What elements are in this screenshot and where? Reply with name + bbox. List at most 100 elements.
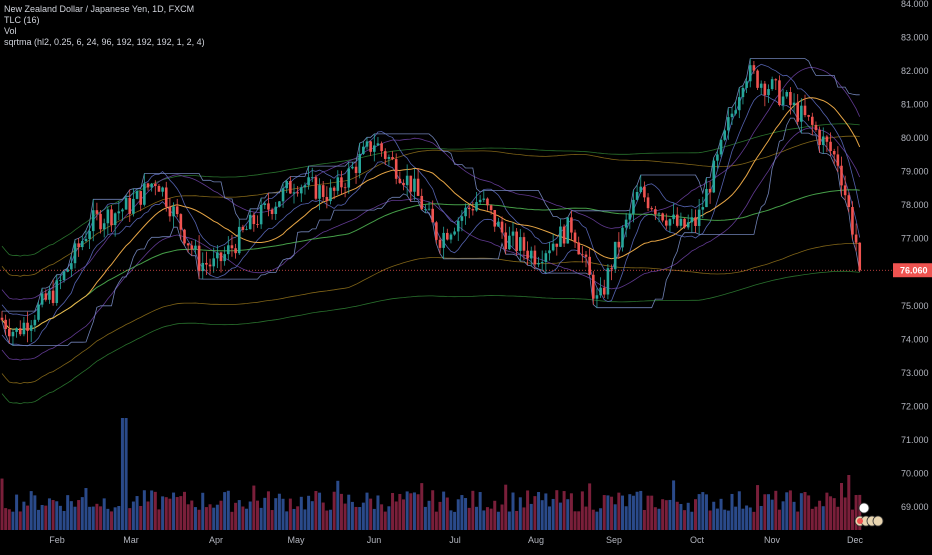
candle-body (482, 198, 486, 200)
candle-body (858, 242, 862, 271)
candle-body (376, 143, 380, 146)
volume-bar (518, 497, 522, 530)
candle-body (267, 203, 270, 210)
candle-body (164, 187, 168, 207)
candle-body (394, 159, 398, 179)
candle-body (380, 143, 383, 152)
volume-bar (810, 508, 814, 530)
candle-body (234, 248, 237, 254)
candle-body (446, 232, 449, 240)
candle-body (307, 177, 310, 186)
volume-bar (405, 491, 409, 530)
volume-bar (307, 495, 311, 530)
candle-body (493, 210, 497, 227)
candle-body (40, 293, 44, 305)
volume-bar (569, 493, 573, 530)
volume-bar (599, 508, 603, 530)
candle-body (759, 83, 763, 88)
candle-body (416, 178, 420, 196)
volume-bar (423, 506, 427, 530)
candle-body (409, 175, 413, 192)
volume-bar (734, 506, 738, 530)
candle-body (475, 202, 478, 211)
volume-bar (777, 509, 781, 530)
candle-body (581, 254, 584, 256)
volume-bar (591, 509, 595, 530)
volume-bar (445, 497, 449, 530)
candle-body (540, 261, 544, 263)
volume-bar (358, 507, 362, 530)
candle-body (329, 187, 332, 202)
volume-bar (190, 500, 194, 530)
legend-sqrtma[interactable]: sqrtma (hl2, 0.25, 6, 24, 96, 192, 192, … (4, 37, 205, 47)
volume-bar (62, 510, 66, 530)
legend-vol[interactable]: Vol (4, 26, 17, 36)
candle-body (566, 217, 570, 244)
volume-bar (347, 494, 351, 530)
candle-body (183, 229, 186, 244)
volume-bar (245, 508, 249, 530)
candle-body (435, 222, 438, 240)
volume-bar (683, 510, 687, 530)
candle-body (296, 192, 299, 194)
candle-body (840, 165, 843, 186)
x-tick-label: Jun (367, 535, 382, 545)
volume-bar (818, 500, 822, 530)
candle-body (37, 304, 40, 320)
candle-body (694, 217, 697, 226)
candle-body (391, 157, 394, 160)
candle-body (22, 322, 26, 335)
candle-body (555, 243, 559, 247)
volume-bar (427, 500, 431, 530)
candle-body (464, 207, 467, 217)
candle-body (752, 65, 756, 71)
volume-bar (299, 496, 303, 530)
volume-bar (128, 508, 132, 530)
legend-tlc[interactable]: TLC (16) (4, 15, 40, 25)
candle-body (263, 203, 267, 206)
volume-bar (263, 497, 267, 530)
candle-body (59, 279, 62, 281)
volume-bar (354, 506, 358, 530)
volume-bar (836, 506, 840, 530)
ma-24-line (1, 97, 861, 331)
candle-body (449, 234, 453, 240)
candle-body (427, 208, 431, 210)
candle-body (223, 254, 226, 262)
legend-title: New Zealand Dollar / Japanese Yen, 1D, F… (4, 4, 195, 14)
volume-bar (117, 506, 121, 530)
volume-bar (361, 502, 365, 530)
candle-body (237, 226, 241, 254)
candle-body (179, 214, 183, 230)
volume-bar (80, 497, 84, 530)
candle-body (219, 252, 223, 262)
candle-body (705, 188, 708, 208)
candle-body (91, 210, 95, 232)
volume-bar (380, 504, 384, 530)
volume-bar (197, 509, 201, 530)
volume-bar (387, 506, 391, 530)
candle-body (529, 250, 533, 259)
candle-body (851, 207, 854, 235)
candle-body (621, 227, 624, 248)
candle-body (617, 241, 621, 248)
volume-bar (701, 492, 705, 530)
volume-bar (18, 511, 22, 530)
candle-body (208, 264, 212, 267)
volume-bar (763, 494, 767, 530)
candle-body (51, 290, 55, 304)
volume-bar (832, 498, 836, 530)
volume-bar (726, 510, 730, 530)
candle-body (592, 274, 595, 299)
volume-bar (533, 496, 537, 530)
candle-body (723, 130, 726, 140)
x-tick-label: Dec (847, 535, 864, 545)
volume-bar (372, 508, 376, 530)
candle-body (814, 124, 818, 131)
volume-bar (201, 492, 205, 530)
volume-bar (745, 505, 749, 530)
candle-body (821, 136, 825, 145)
volume-bar (179, 496, 183, 530)
